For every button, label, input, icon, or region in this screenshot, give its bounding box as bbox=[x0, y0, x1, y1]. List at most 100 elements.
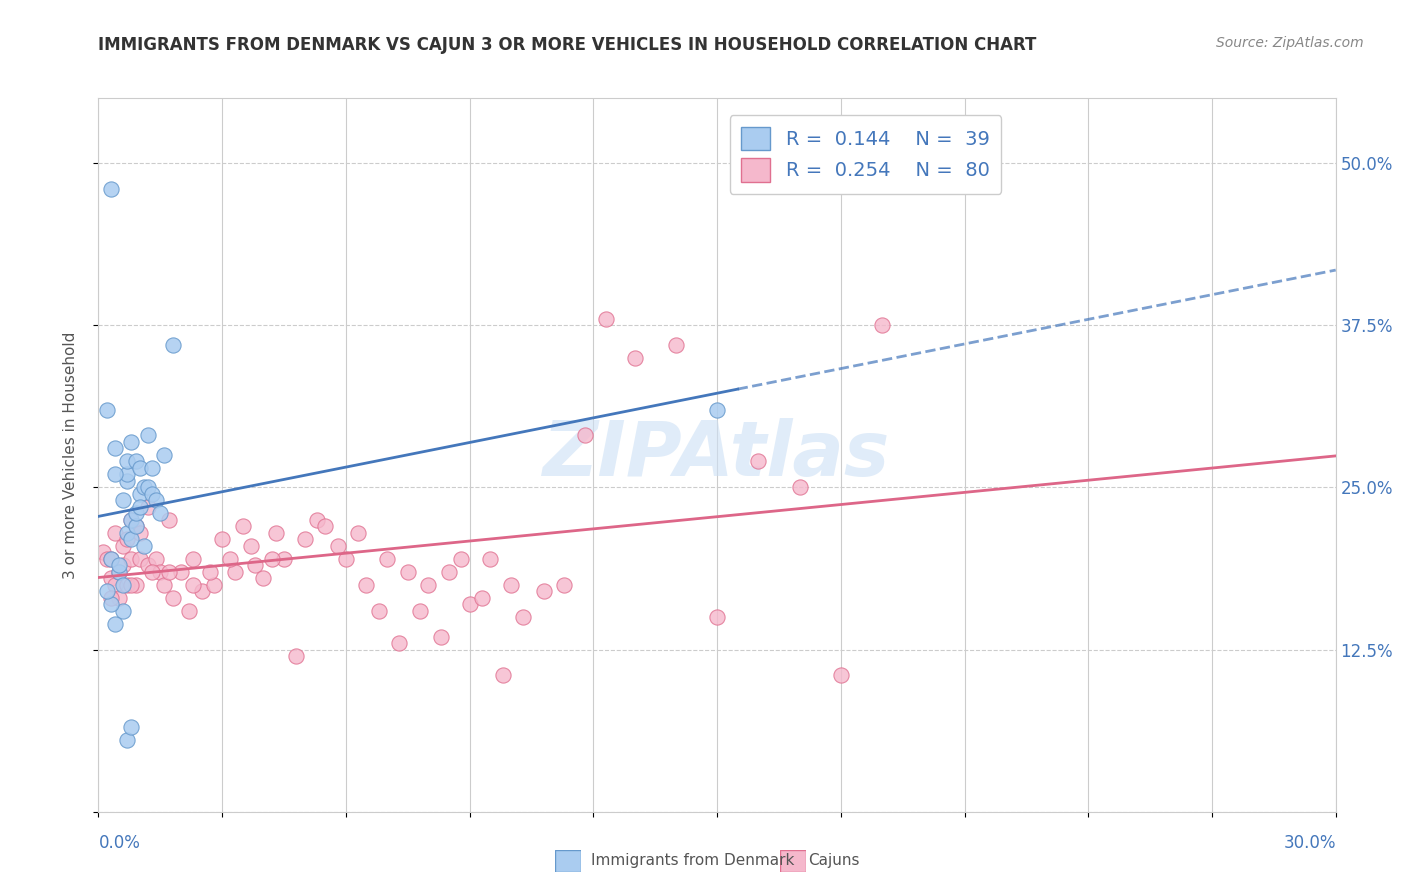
Point bbox=[181, 551, 204, 566]
Point bbox=[335, 551, 357, 566]
Point bbox=[96, 584, 118, 599]
Text: IMMIGRANTS FROM DENMARK VS CAJUN 3 OR MORE VEHICLES IN HOUSEHOLD CORRELATION CHA: IMMIGRANTS FROM DENMARK VS CAJUN 3 OR MO… bbox=[98, 36, 1036, 54]
Point bbox=[141, 565, 163, 579]
Point bbox=[347, 525, 370, 540]
Point bbox=[104, 616, 127, 631]
Point bbox=[117, 525, 139, 540]
Point bbox=[124, 519, 146, 533]
Point bbox=[145, 551, 167, 566]
Point bbox=[294, 533, 316, 547]
Point bbox=[117, 467, 139, 482]
Point bbox=[870, 318, 893, 333]
Point bbox=[124, 577, 146, 591]
Point bbox=[574, 428, 596, 442]
Point bbox=[136, 500, 159, 514]
Point bbox=[396, 565, 419, 579]
Point bbox=[375, 551, 398, 566]
Point bbox=[170, 565, 193, 579]
Point bbox=[450, 551, 472, 566]
Point bbox=[706, 402, 728, 417]
Point bbox=[108, 565, 131, 579]
Point bbox=[120, 720, 142, 734]
Point bbox=[117, 533, 139, 547]
Point bbox=[120, 434, 142, 449]
Point bbox=[830, 668, 852, 682]
Point bbox=[141, 487, 163, 501]
Point bbox=[117, 577, 139, 591]
Point bbox=[232, 519, 254, 533]
Point bbox=[100, 591, 122, 605]
Point bbox=[260, 551, 283, 566]
Point bbox=[305, 513, 328, 527]
Point bbox=[104, 467, 127, 482]
Point bbox=[285, 648, 308, 663]
Point bbox=[104, 577, 127, 591]
Point bbox=[747, 454, 769, 468]
Point bbox=[211, 533, 233, 547]
Point bbox=[149, 506, 172, 520]
Point bbox=[96, 402, 118, 417]
Point bbox=[120, 533, 142, 547]
Text: Source: ZipAtlas.com: Source: ZipAtlas.com bbox=[1216, 36, 1364, 50]
Point bbox=[128, 551, 150, 566]
Point bbox=[117, 733, 139, 747]
Point bbox=[120, 577, 142, 591]
Text: 0.0%: 0.0% bbox=[98, 834, 141, 852]
Point bbox=[179, 604, 201, 618]
Point bbox=[112, 558, 135, 573]
Text: Immigrants from Denmark: Immigrants from Denmark bbox=[591, 854, 794, 868]
Point bbox=[96, 551, 118, 566]
Point bbox=[100, 182, 122, 196]
Point bbox=[458, 597, 481, 611]
Point bbox=[117, 454, 139, 468]
Point bbox=[479, 551, 502, 566]
Point bbox=[162, 337, 184, 351]
Point bbox=[471, 591, 494, 605]
Point bbox=[141, 461, 163, 475]
Point bbox=[429, 630, 451, 644]
Point bbox=[706, 610, 728, 624]
Point bbox=[100, 571, 122, 585]
Point bbox=[190, 584, 212, 599]
Text: Cajuns: Cajuns bbox=[808, 854, 860, 868]
Point bbox=[243, 558, 266, 573]
Text: 30.0%: 30.0% bbox=[1284, 834, 1336, 852]
Point bbox=[100, 551, 122, 566]
Point bbox=[128, 525, 150, 540]
Point bbox=[104, 525, 127, 540]
Point bbox=[162, 591, 184, 605]
Point bbox=[595, 311, 617, 326]
Point bbox=[120, 513, 142, 527]
Point bbox=[157, 513, 180, 527]
Point bbox=[112, 493, 135, 508]
Point bbox=[120, 513, 142, 527]
Point bbox=[136, 428, 159, 442]
Point bbox=[145, 493, 167, 508]
Point bbox=[418, 577, 440, 591]
Point bbox=[157, 565, 180, 579]
Point bbox=[136, 480, 159, 494]
Point bbox=[108, 558, 131, 573]
Point bbox=[108, 565, 131, 579]
Point bbox=[132, 539, 155, 553]
Point bbox=[100, 551, 122, 566]
Point bbox=[252, 571, 274, 585]
Point bbox=[533, 584, 555, 599]
Point bbox=[149, 565, 172, 579]
Point bbox=[120, 551, 142, 566]
Point bbox=[153, 577, 176, 591]
Point bbox=[91, 545, 114, 559]
Point bbox=[273, 551, 295, 566]
Point bbox=[117, 474, 139, 488]
Point bbox=[437, 565, 460, 579]
Point bbox=[367, 604, 389, 618]
Point bbox=[128, 500, 150, 514]
Point bbox=[100, 597, 122, 611]
Point bbox=[104, 442, 127, 456]
Y-axis label: 3 or more Vehicles in Household: 3 or more Vehicles in Household bbox=[63, 331, 77, 579]
Point bbox=[326, 539, 349, 553]
Point bbox=[264, 525, 287, 540]
Point bbox=[491, 668, 513, 682]
Point bbox=[409, 604, 432, 618]
Point bbox=[202, 577, 225, 591]
